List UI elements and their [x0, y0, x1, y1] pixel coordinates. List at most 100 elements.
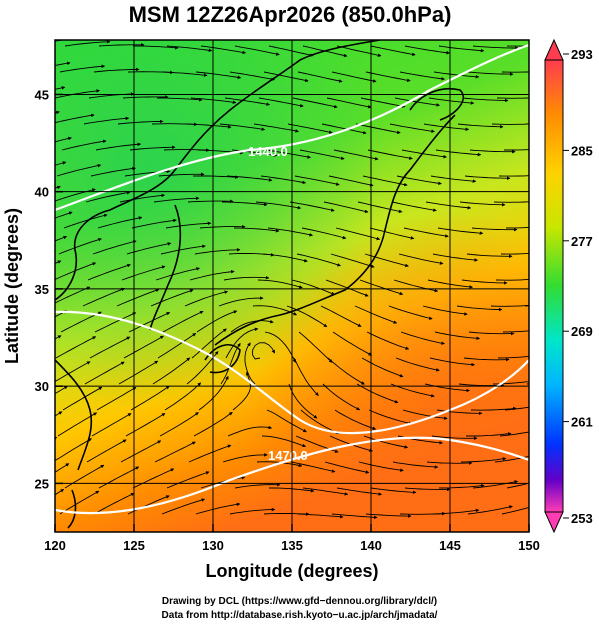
streamline [262, 253, 308, 263]
streamline [493, 201, 529, 203]
streamline [200, 45, 247, 55]
colorbar-tick-label: 293 [571, 47, 593, 62]
streamline [292, 97, 338, 109]
streamline [55, 113, 95, 124]
streamline [252, 342, 276, 360]
streamline [357, 201, 403, 213]
streamline [354, 305, 398, 324]
coast-korea [149, 204, 182, 331]
streamline [287, 123, 333, 134]
streamline [395, 357, 440, 372]
streamline [188, 444, 232, 463]
streamline [55, 86, 66, 90]
streamline [290, 461, 336, 473]
streamline [300, 409, 340, 435]
streamline [123, 335, 164, 359]
x-axis-ticks: 120 125 130 135 140 145 150 [44, 524, 540, 553]
streamline [227, 425, 273, 437]
streamline [61, 139, 107, 151]
streamline [55, 188, 96, 202]
streamline [131, 218, 177, 229]
streamline [90, 166, 136, 177]
y-tick-label: 40 [35, 185, 49, 200]
streamline [367, 149, 413, 160]
streamline [224, 97, 271, 106]
streamline [460, 457, 507, 463]
streamline [221, 201, 268, 207]
streamline [404, 45, 450, 55]
streamline [291, 279, 336, 296]
streamline [331, 513, 378, 520]
streamline [268, 45, 314, 57]
streamline [55, 336, 97, 359]
streamline [320, 305, 362, 327]
streamline [261, 435, 307, 448]
streamline [336, 45, 382, 57]
streamline [153, 196, 200, 203]
streamline [431, 435, 478, 441]
streamline [368, 409, 413, 425]
streamline [356, 383, 399, 404]
x-tick-label: 120 [44, 538, 66, 553]
streamline [118, 360, 159, 385]
streamline [132, 468, 175, 489]
streamline [401, 149, 447, 159]
streamline [330, 253, 375, 268]
streamline [82, 287, 125, 307]
streamline [226, 175, 273, 182]
colorbar: 293 285 277 269 261 253 [544, 38, 593, 534]
streamline [298, 331, 333, 363]
streamline [501, 71, 529, 73]
streamline [160, 244, 206, 255]
streamline [161, 498, 206, 515]
streamline [297, 513, 344, 519]
streamline [496, 97, 529, 99]
streamline [361, 357, 404, 378]
streamline [336, 487, 383, 496]
streamline [229, 507, 276, 515]
streamline [232, 371, 252, 411]
streamline [324, 461, 370, 474]
streamline [360, 97, 406, 108]
streamline [55, 310, 68, 318]
streamline [299, 149, 345, 160]
streamline [335, 227, 381, 241]
streamline [467, 505, 513, 515]
streamline [196, 310, 238, 333]
streamline [133, 45, 179, 50]
x-tick-label: 150 [518, 538, 540, 553]
streamline [286, 305, 328, 328]
streamline [158, 172, 205, 177]
streamline [265, 149, 311, 159]
colorbar-scale [544, 59, 564, 513]
streamline [402, 409, 448, 420]
contour-label-1470: 1470.0 [268, 448, 308, 463]
streamline [506, 482, 529, 489]
streamline [234, 482, 281, 489]
streamline [472, 45, 519, 50]
streamline [495, 278, 529, 281]
streamline [91, 413, 132, 437]
streamline [464, 175, 511, 180]
colorbar-tick-label: 269 [571, 324, 593, 339]
y-tick-label: 45 [35, 87, 49, 102]
streamline [125, 413, 166, 437]
streamline [400, 331, 445, 345]
streamline [85, 190, 131, 203]
streamline [424, 383, 471, 393]
streamline [302, 487, 349, 496]
streamline [326, 97, 372, 109]
streamline [289, 201, 335, 212]
streamline [263, 71, 309, 83]
streamline [469, 149, 516, 154]
streamline [194, 248, 241, 255]
streamline [98, 466, 140, 489]
streamline [218, 296, 264, 307]
streamline [467, 71, 514, 76]
streamline [184, 290, 229, 307]
streamline [458, 383, 505, 388]
streamline [59, 64, 106, 73]
x-tick-label: 125 [123, 538, 145, 553]
colorbar-bottom-triangle [544, 511, 564, 534]
streamline [93, 67, 140, 73]
